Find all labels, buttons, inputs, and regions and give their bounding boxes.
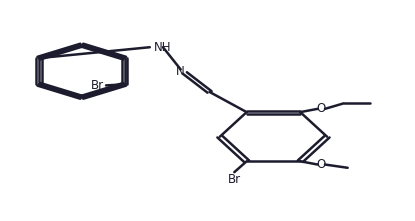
Text: NH: NH: [154, 41, 171, 54]
Text: O: O: [316, 102, 325, 115]
Text: O: O: [316, 158, 325, 171]
Text: Br: Br: [91, 79, 104, 92]
Text: N: N: [176, 65, 185, 78]
Text: Br: Br: [228, 173, 241, 186]
